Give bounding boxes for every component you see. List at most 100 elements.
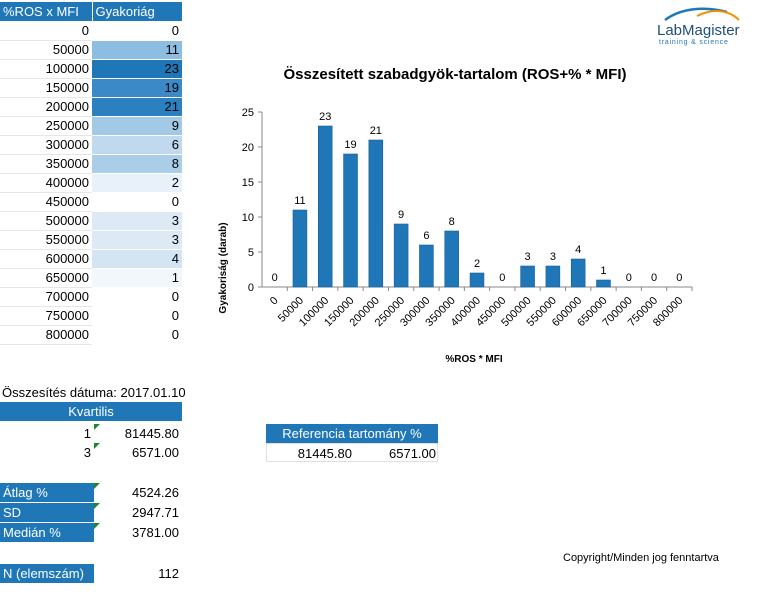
count-value: 23 [92, 59, 182, 79]
frequency-row: 600000 4 [0, 249, 182, 269]
y-tick-label: 5 [248, 247, 254, 259]
frequency-table: %ROS x MFI Gyakoriág 0 0 50000 11 100000 23 15… [0, 2, 182, 345]
y-tick-label: 15 [242, 177, 254, 189]
bar [393, 223, 409, 288]
frequency-row: 650000 1 [0, 268, 182, 288]
bar [419, 244, 434, 288]
bin-value: 650000 [0, 268, 92, 288]
frequency-row: 250000 9 [0, 116, 182, 136]
data-label: 0 [626, 272, 632, 284]
data-label: 0 [651, 272, 657, 284]
count-value: 8 [92, 154, 182, 174]
bin-value: 550000 [0, 230, 92, 250]
count-value: 11 [92, 40, 182, 60]
data-label: 11 [294, 195, 305, 207]
count-value: 3 [92, 230, 182, 250]
data-label: 9 [398, 209, 404, 221]
frequency-row: 450000 0 [0, 192, 182, 212]
bar [444, 230, 459, 288]
logo-icon: LabMagister training & science [657, 7, 740, 46]
count-value: 3 [92, 211, 182, 231]
quartile-3-row: 3 6571.00 [0, 443, 182, 462]
atlag-label: Átlag % [0, 483, 94, 502]
data-label: 3 [525, 251, 531, 263]
reference-low: 81445.80 [297, 446, 352, 461]
bar [570, 258, 586, 288]
sd-value: 2947.71 [132, 505, 179, 520]
data-label: 2 [474, 258, 480, 270]
bin-value: 350000 [0, 154, 92, 174]
bin-value: 250000 [0, 116, 92, 136]
data-label: 0 [272, 272, 278, 284]
y-axis-label: Gyakoriság (darab) [218, 222, 229, 313]
logo-name: LabMagister [657, 22, 740, 39]
y-tick-label: 0 [248, 282, 254, 294]
n-label: N (elemszám) [0, 564, 94, 583]
frequency-row: 750000 0 [0, 306, 182, 326]
x-tick-label: 0 [268, 295, 281, 308]
bin-value: 400000 [0, 173, 92, 193]
data-label: 1 [600, 265, 606, 277]
bin-value: 500000 [0, 211, 92, 231]
quartile-3-label: 3 [83, 445, 91, 460]
data-label: 23 [319, 111, 331, 123]
y-tick-label: 25 [242, 107, 254, 119]
bin-value: 150000 [0, 78, 92, 98]
median-value: 3781.00 [132, 525, 179, 540]
frequency-row: 150000 19 [0, 78, 182, 98]
count-value: 0 [92, 325, 182, 345]
frequency-row: 350000 8 [0, 154, 182, 174]
frequency-row: 200000 21 [0, 97, 182, 117]
bar [343, 153, 358, 288]
data-label: 0 [499, 272, 505, 284]
atlag-value: 4524.26 [132, 485, 179, 500]
quartile-1-label: 1 [83, 426, 91, 441]
bin-value: 50000 [0, 40, 92, 60]
reference-high: 6571.00 [389, 446, 436, 461]
comment-marker-icon [94, 523, 100, 529]
bin-value: 450000 [0, 192, 92, 212]
labmagister-logo: LabMagister training & science [657, 6, 749, 46]
copyright-text: Copyright/Minden jog fenntartva [563, 552, 719, 564]
bin-value: 700000 [0, 287, 92, 307]
count-value: 0 [92, 192, 182, 212]
count-value: 1 [92, 268, 182, 288]
n-value: 112 [158, 566, 179, 581]
sd-row: SD 2947.71 [0, 503, 182, 522]
comment-marker-icon [94, 483, 100, 489]
bin-value: 200000 [0, 97, 92, 117]
count-value: 21 [92, 97, 182, 117]
data-label: 6 [423, 230, 429, 242]
reference-header: Referencia tartomány % [266, 424, 438, 443]
data-label: 19 [344, 139, 356, 151]
frequency-row: 400000 2 [0, 173, 182, 193]
sd-label: SD [0, 503, 94, 522]
count-value: 6 [92, 135, 182, 155]
median-row: Medián % 3781.00 [0, 523, 182, 542]
count-value: 0 [92, 21, 182, 41]
header-count: Gyakoriág [92, 2, 182, 21]
y-tick-label: 20 [242, 142, 254, 154]
data-label: 8 [449, 216, 455, 228]
frequency-row: 50000 11 [0, 40, 182, 60]
data-label: 3 [550, 251, 556, 263]
histogram-chart: Gyakoriság (darab) %ROS * MFI 0510152025… [218, 107, 693, 365]
quartile-1-row: 1 81445.80 [0, 424, 182, 443]
logo-arc-orange [696, 10, 740, 21]
quartile-1-value: 81445.80 [124, 426, 179, 441]
bar [469, 272, 485, 288]
y-tick-label: 10 [242, 212, 254, 224]
bar [292, 209, 308, 288]
bar [596, 279, 611, 288]
n-row: N (elemszám) 112 [0, 564, 182, 583]
bin-value: 0 [0, 21, 92, 41]
count-value: 2 [92, 173, 182, 193]
comment-marker-icon [94, 443, 100, 449]
atlag-row: Átlag % 4524.26 [0, 483, 182, 502]
bar [368, 139, 384, 288]
bar [545, 265, 561, 288]
frequency-table-header: %ROS x MFI Gyakoriág [0, 2, 182, 21]
bin-value: 750000 [0, 306, 92, 326]
count-value: 0 [92, 287, 182, 307]
